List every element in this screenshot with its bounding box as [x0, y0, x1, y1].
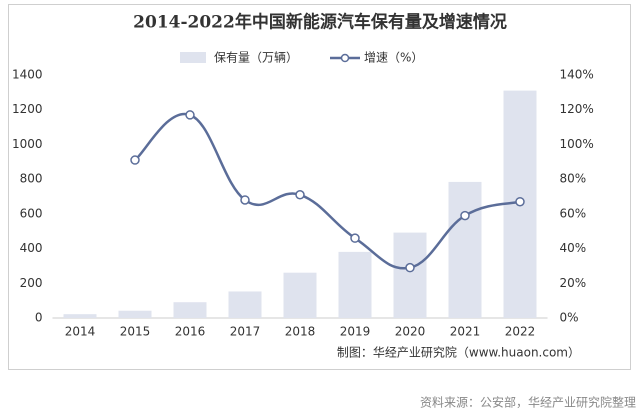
bar — [63, 314, 97, 318]
bar — [448, 181, 482, 318]
line-marker — [350, 233, 360, 243]
y-tick-label: 1400 — [12, 68, 43, 82]
line-marker — [185, 110, 195, 120]
legend-marker — [340, 53, 350, 63]
line-marker — [240, 195, 250, 205]
y2-tick-label: 0% — [560, 311, 579, 325]
chart-frame — [8, 4, 631, 370]
bar — [228, 291, 262, 318]
legend-label: 保有量（万辆） — [214, 51, 298, 65]
bar — [173, 302, 207, 318]
bar — [393, 232, 427, 318]
x-tick-label: 2020 — [395, 325, 426, 339]
credit: 制图：华经产业研究院（www.huaon.com） — [337, 345, 580, 360]
y-tick-label: 1200 — [12, 102, 43, 116]
legend-label: 增速（%） — [364, 51, 423, 65]
y-tick-label: 600 — [20, 206, 43, 220]
line-marker — [515, 196, 525, 207]
x-tick-label: 2017 — [230, 325, 261, 339]
y2-tick-label: 20% — [560, 276, 587, 290]
y-tick-label: 400 — [20, 241, 43, 255]
line-marker — [130, 155, 140, 165]
x-tick-label: 2016 — [175, 325, 206, 339]
x-tick-label: 2014 — [65, 325, 96, 339]
source: 资料来源：公安部，华经产业研究院整理 — [420, 395, 636, 410]
y2-tick-label: 60% — [560, 206, 587, 220]
y-tick-label: 800 — [20, 172, 43, 186]
x-tick-label: 2018 — [285, 325, 316, 339]
y2-tick-label: 120% — [560, 102, 594, 116]
y2-tick-label: 40% — [560, 241, 587, 255]
x-tick-label: 2021 — [450, 325, 481, 339]
y-tick-label: 200 — [20, 276, 43, 290]
x-tick-label: 2022 — [505, 325, 536, 339]
y2-tick-label: 100% — [560, 137, 594, 151]
legend-swatch — [180, 52, 206, 63]
y-tick-label: 1000 — [12, 137, 43, 151]
y-tick-label: 0 — [35, 311, 43, 325]
x-tick-label: 2015 — [120, 325, 151, 339]
chart-title: 2014-2022年中国新能源汽车保有量及增速情况 — [133, 12, 507, 33]
y2-tick-label: 140% — [560, 68, 594, 82]
line-marker — [405, 262, 415, 273]
x-tick-label: 2019 — [340, 325, 371, 339]
bar — [118, 310, 152, 318]
bar — [283, 272, 317, 318]
bar — [338, 251, 372, 318]
line-marker — [295, 190, 305, 200]
y2-tick-label: 80% — [560, 172, 587, 186]
line-marker — [460, 210, 470, 221]
